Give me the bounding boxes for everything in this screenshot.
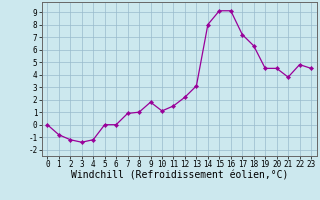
X-axis label: Windchill (Refroidissement éolien,°C): Windchill (Refroidissement éolien,°C) [70,171,288,181]
